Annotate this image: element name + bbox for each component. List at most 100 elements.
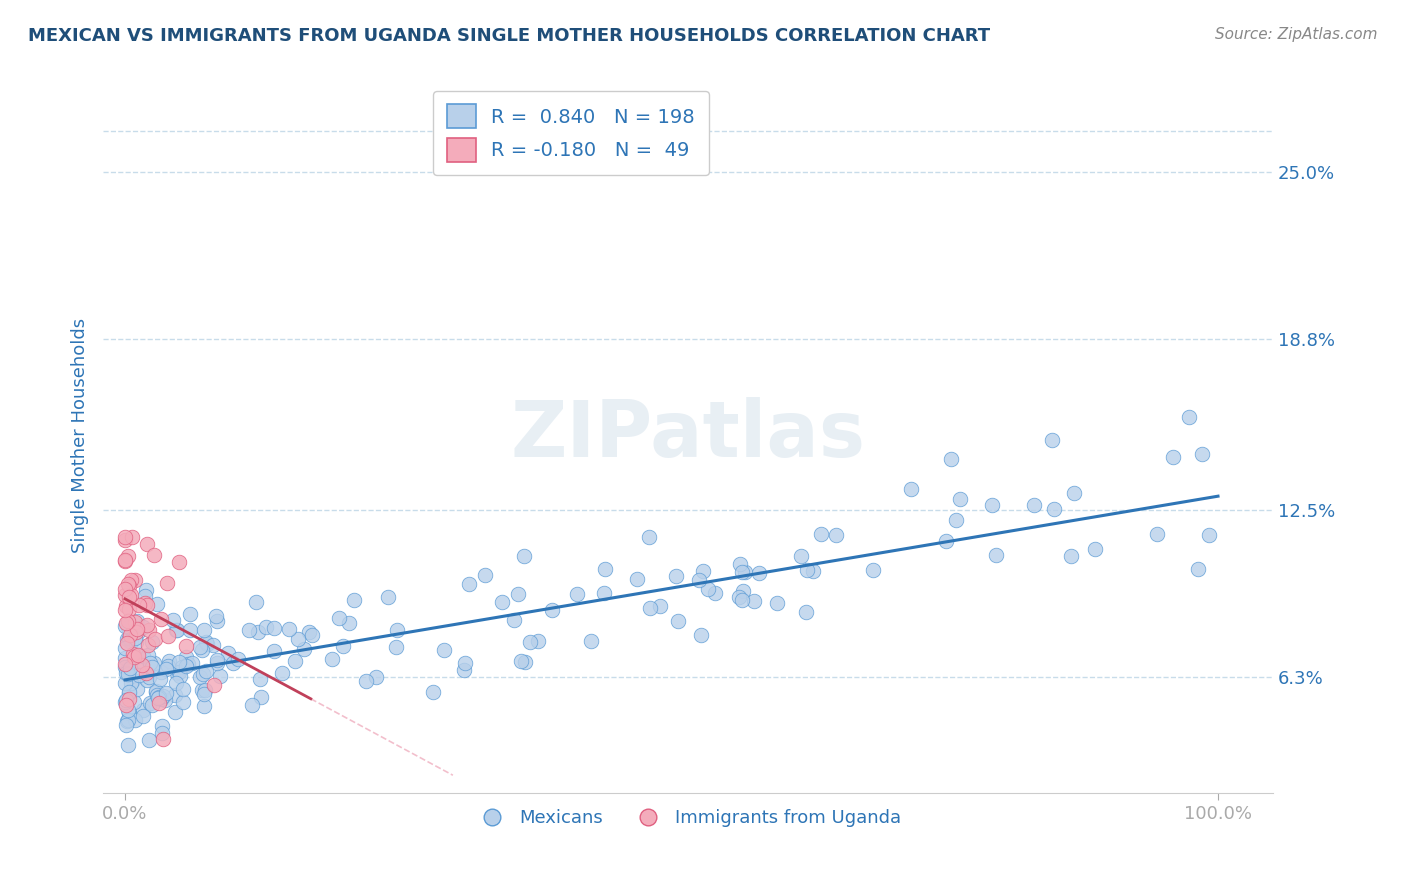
Point [238, 623, 260, 637]
Point [287, 632, 309, 646]
Point [1198, 527, 1220, 541]
Point [191, 666, 214, 681]
Point [174, 659, 197, 673]
Point [117, 703, 139, 717]
Point [114, 650, 136, 665]
Point [208, 669, 231, 683]
Point [142, 548, 165, 562]
Point [766, 596, 789, 610]
Point [152, 689, 174, 703]
Point [165, 624, 187, 638]
Point [148, 696, 170, 710]
Point [454, 657, 477, 671]
Point [114, 554, 136, 568]
Point [138, 624, 160, 638]
Point [145, 683, 167, 698]
Point [491, 595, 513, 609]
Point [163, 688, 186, 702]
Point [115, 718, 138, 732]
Point [117, 713, 139, 727]
Point [132, 703, 155, 717]
Point [945, 512, 967, 526]
Point [731, 593, 754, 607]
Point [301, 628, 323, 642]
Point [121, 530, 143, 544]
Point [165, 676, 187, 690]
Point [136, 537, 159, 551]
Point [152, 731, 174, 746]
Point [169, 669, 191, 683]
Point [1178, 410, 1201, 425]
Point [284, 654, 307, 668]
Point [115, 615, 138, 630]
Point [343, 592, 366, 607]
Point [135, 673, 157, 688]
Text: MEXICAN VS IMMIGRANTS FROM UGANDA SINGLE MOTHER HOUSEHOLDS CORRELATION CHART: MEXICAN VS IMMIGRANTS FROM UGANDA SINGLE… [28, 27, 990, 45]
Point [205, 653, 228, 667]
Point [134, 589, 156, 603]
Point [704, 586, 727, 600]
Point [124, 635, 146, 649]
Point [117, 614, 139, 628]
Point [115, 698, 138, 712]
Point [117, 620, 139, 634]
Point [149, 692, 172, 706]
Point [292, 641, 315, 656]
Point [117, 632, 139, 647]
Point [114, 582, 136, 597]
Point [195, 665, 218, 679]
Point [131, 658, 153, 673]
Point [256, 620, 278, 634]
Point [167, 665, 190, 680]
Point [114, 603, 136, 617]
Point [422, 684, 444, 698]
Point [666, 615, 689, 629]
Point [824, 528, 846, 542]
Legend: Mexicans, Immigrants from Uganda: Mexicans, Immigrants from Uganda [467, 802, 908, 834]
Point [742, 594, 765, 608]
Point [188, 670, 211, 684]
Point [692, 564, 714, 578]
Point [731, 565, 754, 579]
Point [810, 527, 832, 541]
Point [519, 635, 541, 649]
Point [986, 548, 1008, 562]
Point [263, 621, 285, 635]
Point [136, 598, 159, 612]
Point [384, 640, 406, 654]
Point [150, 665, 173, 679]
Point [638, 530, 661, 544]
Point [142, 656, 165, 670]
Point [581, 633, 603, 648]
Point [179, 624, 201, 638]
Point [124, 615, 146, 630]
Point [246, 624, 269, 639]
Point [124, 573, 146, 587]
Point [377, 590, 399, 604]
Point [328, 611, 350, 625]
Point [117, 663, 139, 677]
Point [174, 649, 197, 664]
Point [162, 613, 184, 627]
Point [138, 671, 160, 685]
Point [541, 603, 564, 617]
Point [127, 648, 149, 662]
Point [149, 612, 172, 626]
Point [1022, 498, 1045, 512]
Point [172, 695, 194, 709]
Point [153, 692, 176, 706]
Point [138, 733, 160, 747]
Point [250, 690, 273, 704]
Point [167, 656, 190, 670]
Point [136, 618, 159, 632]
Point [207, 656, 229, 670]
Point [980, 498, 1002, 512]
Point [188, 640, 211, 655]
Point [118, 631, 141, 645]
Point [228, 652, 250, 666]
Point [114, 665, 136, 680]
Point [134, 596, 156, 610]
Point [141, 635, 163, 649]
Point [114, 695, 136, 709]
Point [166, 623, 188, 637]
